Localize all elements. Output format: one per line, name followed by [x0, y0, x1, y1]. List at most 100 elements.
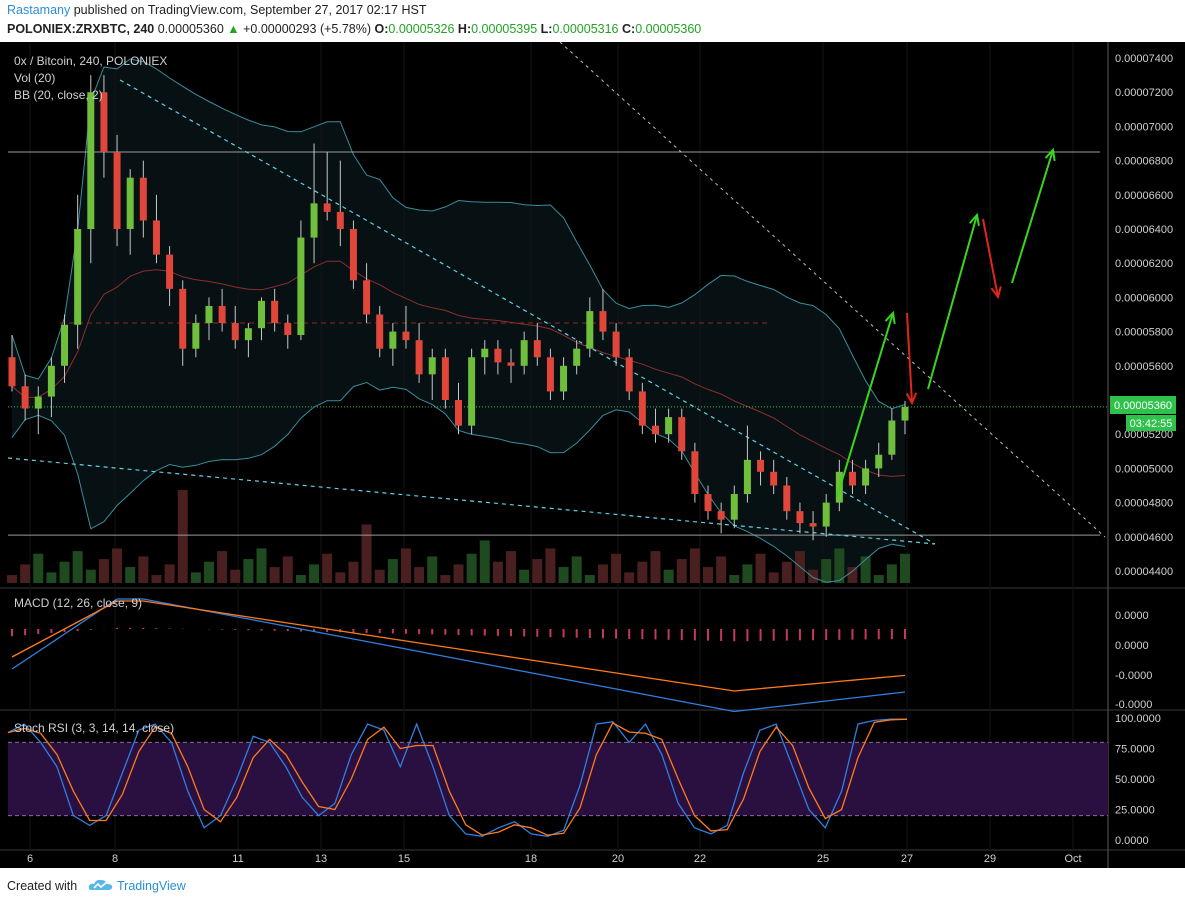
volume-bar [479, 540, 490, 583]
chart-title: 0x / Bitcoin, 240, POLONIEX [14, 54, 167, 68]
candle-up [481, 348, 489, 358]
volume-bar [663, 569, 674, 583]
volume-bar [112, 548, 123, 583]
candle-up [888, 420, 896, 455]
volume-bar [190, 572, 201, 583]
stoch-band-layer [8, 741, 1108, 817]
volume-bar [20, 564, 31, 583]
price-tick-label: 0.00007000 [1115, 121, 1173, 133]
author-link[interactable]: Rastamany [7, 3, 71, 17]
projection-arrow-line [836, 312, 894, 498]
tradingview-cloud-icon [88, 879, 113, 890]
candle-up [389, 331, 397, 349]
price-tick-label: 0.00005200 [1115, 429, 1173, 441]
volume-bar [322, 553, 333, 583]
candle-up [520, 340, 528, 366]
volume-bar [742, 564, 753, 583]
support-trendline [7, 457, 936, 545]
last-price-tag [1110, 396, 1176, 414]
time-tick-label: 11 [232, 853, 243, 865]
volume-bar [637, 561, 648, 583]
projection-arrow-line [982, 218, 999, 298]
candle-down [21, 386, 29, 409]
candle-up [573, 348, 581, 366]
projection-arrow-head [990, 286, 1002, 300]
bb-basis-line [11, 260, 906, 477]
projection-arrow-head [968, 212, 980, 227]
candle-down [796, 511, 804, 524]
candle-down [166, 254, 174, 289]
candle-down [402, 331, 410, 341]
candle-up [258, 300, 266, 329]
last-price: 0.00005360 [157, 22, 224, 36]
volume-bar [414, 567, 425, 583]
macd-legend: MACD (12, 26, close, 9) [14, 596, 142, 610]
macd-line [11, 598, 906, 713]
candle-down [113, 152, 121, 229]
bb-legend: BB (20, close, 2) [14, 88, 103, 102]
volume-bar [256, 548, 267, 583]
candle-up [87, 92, 95, 229]
price-tick-label: 0.00006000 [1115, 292, 1173, 304]
candle-down [363, 280, 371, 315]
candle-down [770, 471, 778, 486]
candle-up [74, 229, 82, 325]
symbol-quote-line: POLONIEX:ZRXBTC, 240 0.00005360 ▲ +0.000… [7, 22, 701, 36]
volume-bar [900, 553, 910, 583]
candle-up [310, 203, 318, 238]
volume-bar [545, 548, 556, 583]
candle-down [625, 357, 633, 392]
candle-up [875, 454, 883, 469]
candle-up [560, 365, 568, 392]
time-tick-label: 27 [901, 853, 913, 865]
volume-bar [466, 553, 477, 583]
stoch-tick-label: 50.0000 [1115, 774, 1155, 786]
volume-bar [689, 548, 700, 583]
stoch-d-line [7, 718, 908, 836]
candle-down [455, 400, 462, 426]
published-text: published on TradingView.com, September … [70, 3, 427, 17]
volume-bar [138, 556, 149, 583]
projection-arrow-line [906, 312, 913, 404]
candle-down [612, 331, 620, 358]
price-change: +0.00000293 (+5.78%) [243, 22, 372, 36]
volume-bar [269, 567, 280, 583]
tradingview-link[interactable]: TradingView [117, 879, 186, 893]
footer: Created with TradingView [0, 868, 1185, 904]
volume-bar [781, 561, 792, 583]
time-tick-label: 6 [27, 853, 33, 865]
candle-down [8, 357, 16, 387]
candle-down [231, 323, 239, 341]
volume-bar [532, 559, 543, 583]
change-arrow-icon: ▲ [227, 22, 240, 36]
volume-bar [584, 575, 595, 583]
candle-up [47, 365, 55, 397]
stoch-layer [7, 718, 908, 837]
volume-bar [98, 559, 109, 583]
price-tick-label: 0.00004600 [1115, 532, 1173, 544]
candle-up [126, 177, 134, 229]
candle-up [192, 323, 200, 349]
volume-bar [821, 559, 832, 583]
candle-up [428, 357, 436, 375]
price-tick-label: 0.00005000 [1115, 463, 1173, 475]
volume-bar [519, 569, 530, 583]
volume-bar [164, 564, 175, 583]
chart-area[interactable]: 0.00007400 0.00007200 0.00007000 0.00006800… [0, 41, 1185, 868]
chart-svg[interactable]: 0.00007400 0.00007200 0.00007000 0.00006800… [0, 41, 1185, 868]
price-tick-label: 0.00007200 [1115, 87, 1173, 99]
open-label: O: [374, 22, 389, 36]
candle-down [783, 485, 791, 512]
stoch-tick-label: 0.0000 [1115, 835, 1149, 847]
volume-legend: Vol (20) [14, 71, 55, 85]
bb-fill-layer [12, 59, 905, 583]
volume-bar [755, 553, 766, 583]
publish-header: Rastamany published on TradingView.com, … [0, 0, 1185, 42]
volume-bar [230, 569, 241, 583]
candle-down [494, 348, 502, 363]
volume-bar [703, 567, 714, 583]
candle-down [507, 362, 515, 366]
volume-bar [7, 575, 17, 583]
time-tick-label: 22 [694, 853, 706, 865]
volume-bar [886, 564, 897, 583]
